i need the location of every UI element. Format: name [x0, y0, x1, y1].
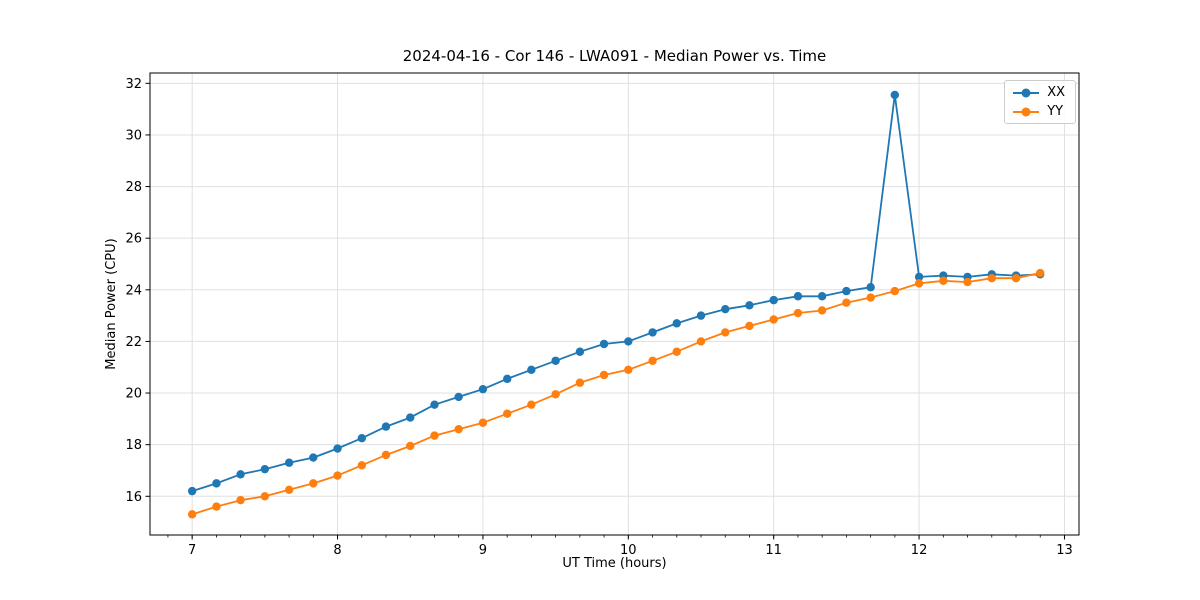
- series-XX-point: [527, 365, 536, 375]
- series-YY-point: [769, 315, 778, 324]
- x-tick-label: 9: [479, 543, 487, 558]
- series-XX-point: [454, 392, 463, 402]
- series-XX-point: [745, 301, 754, 310]
- x-tick-label: 13: [1056, 543, 1073, 558]
- series-XX-point: [551, 356, 560, 365]
- y-tick-label: 28: [125, 180, 142, 195]
- series-XX-point: [914, 272, 924, 282]
- series-XX-point: [478, 384, 488, 394]
- series-XX-point: [260, 464, 270, 474]
- series-YY-point: [575, 378, 585, 387]
- legend-label: XX: [1047, 85, 1065, 100]
- series-XX-point: [406, 413, 415, 422]
- series-YY-point: [260, 492, 270, 501]
- series-YY-point: [866, 293, 875, 302]
- series-XX-point: [890, 90, 899, 100]
- y-tick-label: 18: [125, 438, 142, 453]
- y-tick-label: 26: [125, 232, 142, 247]
- series-XX-point: [333, 444, 342, 453]
- series-YY-point: [939, 276, 948, 285]
- series-YY-point: [696, 337, 706, 346]
- series-XX-point: [503, 374, 512, 384]
- y-tick-label: 22: [125, 335, 142, 350]
- y-tick-label: 24: [125, 283, 142, 298]
- series-YY-point: [963, 277, 972, 287]
- series-YY-point: [817, 306, 827, 315]
- series-XX-point: [430, 400, 439, 409]
- legend-item-YY: YY: [1013, 105, 1065, 118]
- y-tick-label: 16: [125, 490, 142, 505]
- series-YY-point: [1035, 268, 1045, 278]
- series-YY-point: [599, 370, 609, 380]
- legend-line-marker-icon: [1013, 107, 1040, 116]
- series-YY-point: [454, 424, 463, 434]
- x-axis-label: UT Time (hours): [562, 556, 667, 571]
- series-YY-point: [309, 479, 318, 488]
- series-XX-point: [284, 458, 294, 467]
- series-XX-point: [672, 319, 681, 328]
- y-axis-label: Median Power (CPU): [104, 238, 119, 370]
- x-tick-label: 7: [188, 543, 196, 558]
- legend: XX YY: [1004, 80, 1076, 124]
- series-XX-point: [769, 295, 778, 305]
- series-YY-point: [236, 495, 245, 505]
- series-YY-point: [212, 502, 221, 511]
- series-XX-point: [648, 328, 657, 337]
- series-YY-point: [381, 450, 391, 460]
- series-XX-point: [817, 292, 827, 301]
- series-YY-point: [406, 441, 415, 451]
- chart-title: 2024-04-16 - Cor 146 - LWA091 - Median P…: [402, 47, 827, 65]
- series-XX-point: [236, 470, 245, 479]
- series-YY-point: [357, 461, 367, 470]
- series-XX-point: [381, 422, 391, 431]
- series-YY-point: [1011, 273, 1021, 283]
- series-XX-point: [866, 283, 875, 292]
- series-YY-line: [191, 272, 1041, 516]
- series-YY-point: [842, 298, 851, 307]
- series-YY-point: [551, 390, 560, 399]
- series-XX-point: [357, 434, 367, 443]
- series-YY-point: [672, 347, 681, 356]
- series-YY-point: [793, 308, 803, 318]
- x-tick-label: 10: [620, 543, 637, 558]
- x-tick-label: 11: [765, 543, 782, 558]
- series-XX-line: [191, 94, 1041, 492]
- series-XX-point: [575, 347, 585, 356]
- series-XX-point: [793, 292, 803, 301]
- series-YY-point: [333, 471, 342, 480]
- series-XX-point: [309, 453, 318, 462]
- y-tick-label: 32: [125, 77, 142, 92]
- series-YY-point: [890, 286, 899, 296]
- x-tick-label: 8: [333, 543, 341, 558]
- series-YY-point: [721, 328, 730, 337]
- series-XX-point: [624, 337, 633, 346]
- series-YY-point: [745, 321, 754, 331]
- y-tick-label: 30: [125, 128, 142, 143]
- series-YY-point: [478, 418, 488, 427]
- series-YY-point: [284, 485, 294, 495]
- series-XX-point: [696, 311, 706, 320]
- x-tick-label: 12: [911, 543, 928, 558]
- legend-label: YY: [1047, 104, 1064, 119]
- series-YY-point: [527, 400, 536, 409]
- y-tick-label: 20: [125, 387, 142, 402]
- series-XX-point: [721, 304, 730, 314]
- series-XX-point: [212, 479, 221, 488]
- series-YY-point: [987, 273, 996, 283]
- series-YY-point: [914, 279, 924, 288]
- legend-item-XX: XX: [1013, 86, 1065, 99]
- plot-border: [149, 72, 1080, 536]
- series-YY-point: [648, 356, 657, 365]
- series-XX-point: [187, 486, 197, 496]
- series-XX-point: [599, 339, 609, 349]
- series-YY-point: [624, 365, 633, 375]
- series-YY-point: [187, 510, 197, 519]
- series-YY-point: [503, 409, 512, 418]
- series-YY-point: [430, 431, 439, 440]
- series-XX-point: [842, 286, 851, 296]
- legend-line-marker-icon: [1013, 88, 1040, 97]
